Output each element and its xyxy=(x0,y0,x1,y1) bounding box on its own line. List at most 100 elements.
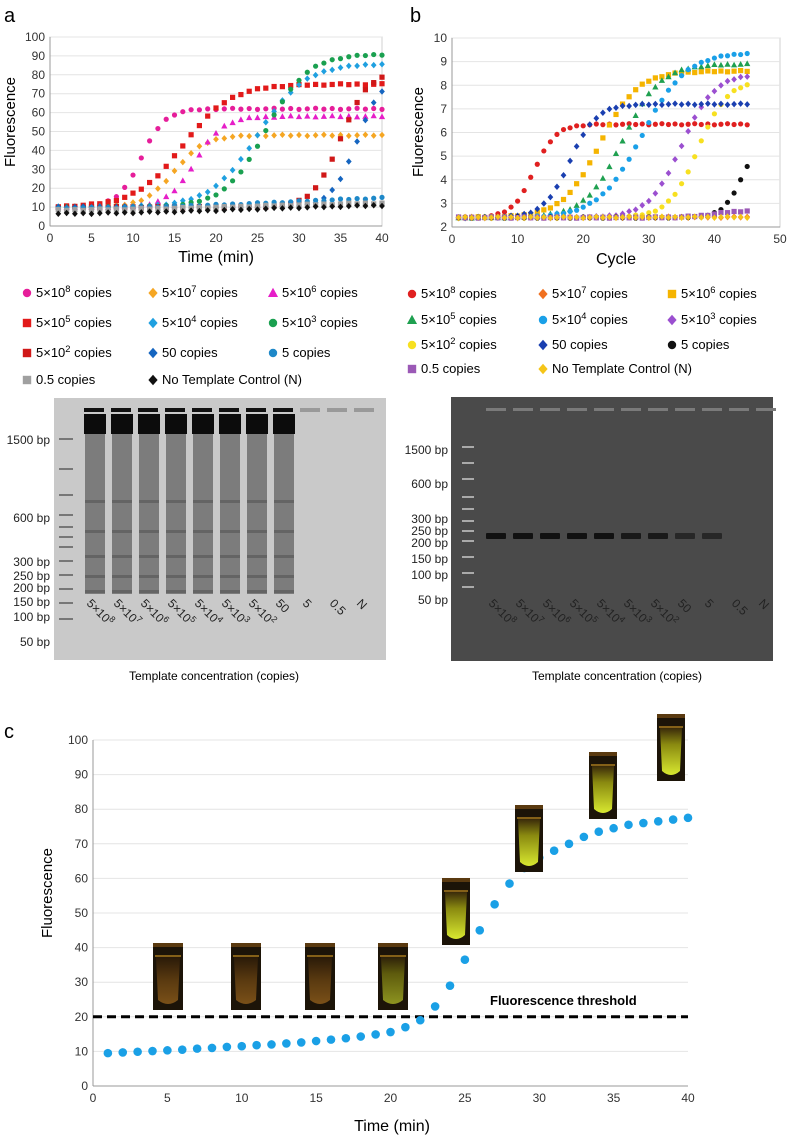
data-point xyxy=(138,197,145,204)
legend-marker xyxy=(406,314,418,324)
data-point xyxy=(304,112,311,119)
data-point xyxy=(731,100,737,108)
data-point xyxy=(312,71,319,79)
x-tick-label: 35 xyxy=(607,1091,621,1105)
data-point xyxy=(718,209,724,216)
data-point xyxy=(262,113,269,120)
legend-label: 5 copies xyxy=(681,337,730,352)
data-point xyxy=(287,112,294,119)
data-point xyxy=(130,209,136,217)
series-1 xyxy=(55,131,385,211)
data-point xyxy=(379,106,385,112)
data-point xyxy=(593,121,599,127)
ladder-band xyxy=(462,496,474,498)
gel-well xyxy=(165,408,185,412)
data-point xyxy=(619,102,626,110)
data-point xyxy=(130,206,136,212)
gel-band xyxy=(193,500,213,503)
gel-b-bands xyxy=(462,408,776,588)
ladder-label: 100 bp xyxy=(13,610,50,624)
gel-well xyxy=(675,408,695,411)
data-point xyxy=(155,173,161,179)
data-point xyxy=(534,205,541,213)
gel-smear xyxy=(193,434,213,594)
data-point xyxy=(718,121,724,127)
data-point xyxy=(213,136,219,143)
data-point xyxy=(362,113,369,119)
data-point xyxy=(304,82,310,88)
data-point xyxy=(222,1042,232,1052)
data-point xyxy=(580,214,587,222)
x-tick-label: 50 xyxy=(773,232,787,246)
data-point xyxy=(313,197,319,203)
data-point xyxy=(646,210,652,216)
data-point xyxy=(711,101,718,108)
data-point xyxy=(313,185,319,191)
x-tick-label: 0 xyxy=(449,232,456,246)
data-point xyxy=(262,119,269,126)
data-point xyxy=(354,99,360,106)
gel-band xyxy=(594,533,614,539)
data-point xyxy=(379,88,385,95)
data-point xyxy=(163,177,170,185)
data-point xyxy=(238,206,244,214)
data-point xyxy=(724,61,731,67)
gel-band xyxy=(513,533,533,539)
gel-well xyxy=(702,408,722,411)
data-point xyxy=(354,81,360,87)
y-tick-label: 70 xyxy=(75,837,89,851)
data-point xyxy=(267,1040,276,1049)
gel-smear xyxy=(247,434,267,594)
chart-a: Fluorescence Time (min) 0102030405060708… xyxy=(2,30,389,266)
gel-band xyxy=(247,500,267,503)
x-tick-label: 40 xyxy=(708,232,722,246)
gel-well xyxy=(246,408,266,412)
data-point xyxy=(370,99,377,106)
ladder-label: 1500 bp xyxy=(7,433,51,447)
data-point xyxy=(312,132,319,139)
data-point xyxy=(711,55,718,61)
gel-b-image xyxy=(451,397,773,661)
data-point xyxy=(313,63,319,69)
data-point xyxy=(329,105,335,112)
data-point xyxy=(105,209,111,216)
legend-marker xyxy=(148,287,158,299)
data-point xyxy=(371,80,377,86)
data-point xyxy=(619,121,626,127)
data-point xyxy=(600,135,606,141)
data-point xyxy=(659,101,665,109)
ladder-band xyxy=(59,588,73,590)
data-point xyxy=(692,154,698,160)
data-point xyxy=(744,208,750,214)
data-point xyxy=(567,189,573,196)
legend-label: 0.5 copies xyxy=(421,361,481,376)
data-point xyxy=(154,198,162,204)
data-point xyxy=(711,111,718,117)
data-point xyxy=(692,69,698,76)
data-point xyxy=(600,214,606,221)
data-point xyxy=(580,131,587,139)
data-point xyxy=(320,113,328,119)
data-point xyxy=(337,64,344,71)
gel-band xyxy=(621,533,641,539)
gel-band xyxy=(85,590,105,593)
data-point xyxy=(148,1046,157,1056)
gel-a-bands xyxy=(59,408,374,620)
data-point xyxy=(574,181,580,187)
data-point xyxy=(560,213,567,221)
data-point xyxy=(724,199,731,205)
legend-marker xyxy=(667,289,677,299)
data-point xyxy=(540,213,547,221)
tube-photo xyxy=(657,714,685,781)
ladder-band xyxy=(462,462,474,464)
data-point xyxy=(593,183,600,190)
chart-c: Fluorescence Time (min) 0102030405060708… xyxy=(39,714,695,1135)
y-tick-label: 50 xyxy=(32,125,46,139)
data-point xyxy=(304,204,311,211)
data-point xyxy=(619,137,626,144)
data-point xyxy=(362,202,369,210)
series-10 xyxy=(55,202,385,218)
data-point xyxy=(279,84,285,90)
data-point xyxy=(698,59,704,65)
data-point xyxy=(672,156,678,163)
